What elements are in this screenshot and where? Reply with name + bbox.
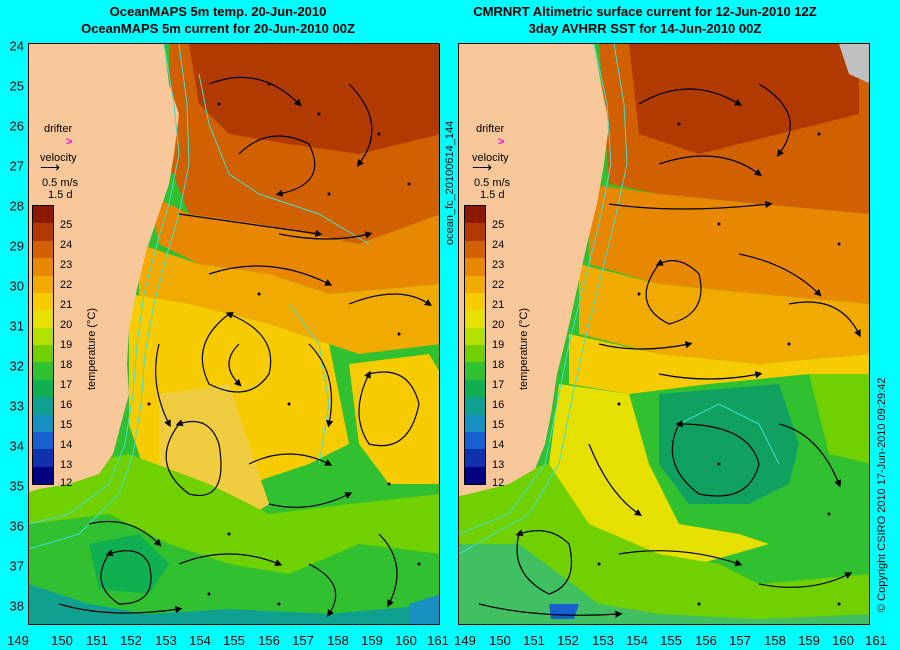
x-tick-label: 161 bbox=[865, 633, 887, 648]
colorbar-tick: 23 bbox=[60, 259, 73, 271]
x-tick-label: 149 bbox=[454, 633, 476, 648]
x-tick-label: 155 bbox=[660, 633, 682, 648]
drifter-label: drifter bbox=[44, 123, 73, 135]
colorbar-tick: 14 bbox=[60, 439, 73, 451]
colorbar-tick: 19 bbox=[60, 339, 73, 351]
x-tick-label: 153 bbox=[592, 633, 614, 648]
colorbar-tick: 17 bbox=[60, 379, 73, 391]
x-tick-label: 152 bbox=[120, 633, 142, 648]
copyright-timestamp: © Copyright CSIRO 2010 17-Jun-2010 09:29… bbox=[876, 377, 888, 612]
colorbar-tick: 20 bbox=[60, 319, 73, 331]
run-identifier: ocean_fc_20100614_144 bbox=[444, 120, 456, 245]
colorbar-tick: 12 bbox=[492, 477, 505, 489]
left-title-line1: OceanMAPS 5m temp. 20-Jun-2010 bbox=[109, 4, 327, 19]
colorbar-tick: 24 bbox=[492, 239, 505, 251]
x-tick-label: 150 bbox=[489, 633, 511, 648]
x-tick-label: 159 bbox=[798, 633, 820, 648]
colorbar-tick: 20 bbox=[492, 319, 505, 331]
left-title-line2: OceanMAPS 5m current for 20-Jun-2010 00Z bbox=[81, 21, 355, 36]
colorbar-tick: 16 bbox=[60, 399, 73, 411]
right-title-line2: 3day AVHRR SST for 14-Jun-2010 00Z bbox=[528, 21, 762, 36]
colorbar-tick: 16 bbox=[492, 399, 505, 411]
colorbar-tick: 15 bbox=[60, 419, 73, 431]
x-tick-label: 158 bbox=[764, 633, 786, 648]
y-tick-label: 36 bbox=[9, 518, 24, 534]
left-colorbar bbox=[32, 205, 54, 485]
y-tick-label: 25 bbox=[9, 78, 24, 94]
colorbar-tick: 13 bbox=[60, 459, 73, 471]
right-title-line1: CMRNRT Altimetric surface current for 12… bbox=[473, 4, 817, 19]
y-tick-label: 33 bbox=[9, 398, 24, 414]
x-tick-label: 160 bbox=[395, 633, 417, 648]
right-sst-current-map[interactable] bbox=[458, 43, 870, 625]
y-tick-label: 31 bbox=[9, 318, 24, 334]
speed-scale-label: 0.5 m/s bbox=[474, 177, 511, 189]
x-tick-label: 154 bbox=[189, 633, 211, 648]
y-tick-label: 29 bbox=[9, 238, 24, 254]
y-tick-label: 28 bbox=[9, 198, 24, 214]
x-tick-label: 151 bbox=[523, 633, 545, 648]
y-tick-label: 30 bbox=[9, 278, 24, 294]
x-tick-label: 153 bbox=[155, 633, 177, 648]
y-tick-label: 26 bbox=[9, 118, 24, 134]
x-tick-label: 160 bbox=[832, 633, 854, 648]
x-tick-label: 156 bbox=[695, 633, 717, 648]
colorbar-tick: 13 bbox=[492, 459, 505, 471]
left-map-graphic bbox=[29, 44, 439, 624]
y-tick-label: 37 bbox=[9, 558, 24, 574]
y-tick-label: 35 bbox=[9, 478, 24, 494]
drifter-arrow-icon: > bbox=[66, 136, 73, 148]
x-tick-label: 161 bbox=[427, 633, 449, 648]
y-tick-label: 27 bbox=[9, 158, 24, 174]
colorbar-tick: 18 bbox=[492, 359, 505, 371]
x-tick-label: 159 bbox=[361, 633, 383, 648]
colorbar-tick: 14 bbox=[492, 439, 505, 451]
y-tick-label: 32 bbox=[9, 358, 24, 374]
x-tick-label: 157 bbox=[292, 633, 314, 648]
velocity-arrow-icon: ⟶ bbox=[40, 159, 61, 175]
x-tick-label: 152 bbox=[557, 633, 579, 648]
right-colorbar bbox=[464, 205, 486, 485]
x-tick-label: 157 bbox=[729, 633, 751, 648]
x-tick-label: 151 bbox=[86, 633, 108, 648]
left-panel-title: OceanMAPS 5m temp. 20-Jun-2010 OceanMAPS… bbox=[18, 3, 418, 41]
x-tick-label: 154 bbox=[626, 633, 648, 648]
x-tick-label: 158 bbox=[327, 633, 349, 648]
colorbar-tick: 23 bbox=[492, 259, 505, 271]
right-map-graphic bbox=[459, 44, 869, 624]
colorbar-title: temperature (°C) bbox=[518, 307, 530, 390]
velocity-label: velocity bbox=[40, 152, 77, 164]
colorbar-tick: 25 bbox=[60, 219, 73, 231]
x-tick-label: 149 bbox=[7, 633, 29, 648]
colorbar-title: temperature (°C) bbox=[86, 307, 98, 390]
colorbar-tick: 22 bbox=[492, 279, 505, 291]
y-tick-label: 38 bbox=[9, 598, 24, 614]
colorbar-tick: 17 bbox=[492, 379, 505, 391]
right-panel-title: CMRNRT Altimetric surface current for 12… bbox=[445, 3, 845, 41]
drifter-label: drifter bbox=[476, 123, 505, 135]
colorbar-tick: 15 bbox=[492, 419, 505, 431]
y-tick-label: 24 bbox=[9, 38, 24, 54]
colorbar-tick: 25 bbox=[492, 219, 505, 231]
colorbar-tick: 21 bbox=[492, 299, 505, 311]
y-tick-label: 34 bbox=[9, 438, 24, 454]
x-tick-label: 156 bbox=[258, 633, 280, 648]
velocity-arrow-icon: ⟶ bbox=[472, 159, 493, 175]
colorbar-tick: 12 bbox=[60, 477, 73, 489]
duration-scale-label: 1.5 d bbox=[480, 189, 505, 201]
duration-scale-label: 1.5 d bbox=[48, 189, 73, 201]
colorbar-tick: 22 bbox=[60, 279, 73, 291]
colorbar-tick: 19 bbox=[492, 339, 505, 351]
x-tick-label: 150 bbox=[51, 633, 73, 648]
velocity-label: velocity bbox=[472, 152, 509, 164]
speed-scale-label: 0.5 m/s bbox=[42, 177, 79, 189]
x-tick-label: 155 bbox=[223, 633, 245, 648]
drifter-arrow-icon: > bbox=[498, 136, 505, 148]
colorbar-tick: 18 bbox=[60, 359, 73, 371]
colorbar-tick: 21 bbox=[60, 299, 73, 311]
left-sst-current-map[interactable] bbox=[28, 43, 440, 625]
colorbar-tick: 24 bbox=[60, 239, 73, 251]
